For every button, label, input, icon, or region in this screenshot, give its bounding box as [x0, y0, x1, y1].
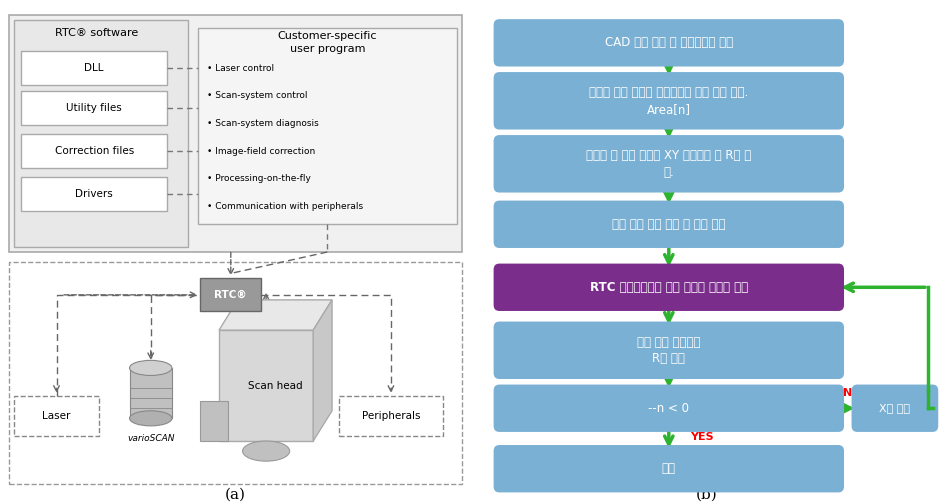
Text: 다음 패딩 영역으로
R소 회전: 다음 패딩 영역으로 R소 회전 — [637, 336, 701, 365]
FancyBboxPatch shape — [339, 396, 443, 436]
Text: 패딩 정보 파일 로드 및 패딩 시작: 패딩 정보 파일 로드 및 패딩 시작 — [612, 218, 725, 231]
Text: • Communication with peripherals: • Communication with peripherals — [207, 202, 364, 211]
FancyBboxPatch shape — [198, 28, 457, 224]
Text: • Scan-system diagnosis: • Scan-system diagnosis — [207, 119, 319, 128]
FancyBboxPatch shape — [21, 134, 168, 168]
FancyBboxPatch shape — [200, 401, 228, 441]
FancyBboxPatch shape — [130, 368, 171, 418]
Text: RTC® software: RTC® software — [55, 28, 138, 38]
Ellipse shape — [242, 441, 289, 461]
Text: DLL: DLL — [85, 63, 104, 73]
FancyBboxPatch shape — [852, 385, 938, 432]
Text: • Image-field correction: • Image-field correction — [207, 147, 316, 156]
FancyBboxPatch shape — [494, 201, 844, 248]
Text: NO: NO — [843, 388, 862, 398]
Text: 완료: 완료 — [662, 462, 675, 475]
FancyBboxPatch shape — [21, 51, 168, 85]
Polygon shape — [219, 300, 332, 330]
Text: Customer-specific
user program: Customer-specific user program — [278, 31, 377, 54]
FancyBboxPatch shape — [494, 72, 844, 130]
FancyBboxPatch shape — [494, 19, 844, 67]
FancyBboxPatch shape — [494, 385, 844, 432]
Text: Drivers: Drivers — [75, 189, 113, 199]
Text: • Laser control: • Laser control — [207, 64, 274, 73]
Text: Peripherals: Peripherals — [362, 411, 420, 421]
FancyBboxPatch shape — [494, 322, 844, 379]
FancyBboxPatch shape — [494, 264, 844, 311]
FancyBboxPatch shape — [21, 177, 168, 211]
FancyBboxPatch shape — [9, 262, 462, 484]
Text: CAD 파일 로드 및 좌표데이터 추출: CAD 파일 로드 및 좌표데이터 추출 — [605, 36, 733, 49]
FancyBboxPatch shape — [219, 330, 313, 441]
FancyBboxPatch shape — [9, 15, 462, 252]
FancyBboxPatch shape — [21, 91, 168, 125]
FancyBboxPatch shape — [494, 445, 844, 492]
Ellipse shape — [130, 411, 171, 426]
FancyBboxPatch shape — [200, 279, 261, 311]
FancyBboxPatch shape — [14, 20, 188, 247]
Text: Utility files: Utility files — [66, 103, 122, 113]
Text: Correction files: Correction files — [55, 146, 134, 156]
Text: X소 이송: X소 이송 — [880, 403, 910, 413]
FancyBboxPatch shape — [14, 396, 99, 436]
Text: varioSCAN: varioSCAN — [127, 434, 174, 443]
Polygon shape — [313, 300, 332, 441]
Text: Laser: Laser — [42, 411, 71, 421]
Ellipse shape — [130, 360, 171, 375]
Text: (b): (b) — [695, 487, 718, 501]
Text: RTC 컨트롤보드들 통한 레이저 스캐너 제어: RTC 컨트롤보드들 통한 레이저 스캐너 제어 — [590, 281, 748, 294]
Text: • Processing-on-the-fly: • Processing-on-the-fly — [207, 174, 311, 183]
Text: (a): (a) — [225, 487, 246, 501]
Text: 패터닝 할 초기 위치로 XY 스테이지 및 R소 이
송.: 패터닝 할 초기 위치로 XY 스테이지 및 R소 이 송. — [586, 149, 752, 178]
FancyBboxPatch shape — [494, 135, 844, 193]
Text: • Scan-system control: • Scan-system control — [207, 91, 308, 100]
Text: Scan head: Scan head — [249, 381, 302, 391]
Text: 스캐너 영역 단위의 위치데이터 정보 파일 생성.
Area[n]: 스캐너 영역 단위의 위치데이터 정보 파일 생성. Area[n] — [589, 86, 749, 115]
Text: YES: YES — [690, 432, 714, 442]
Text: RTC®: RTC® — [215, 290, 247, 300]
Text: --n < 0: --n < 0 — [648, 402, 690, 415]
